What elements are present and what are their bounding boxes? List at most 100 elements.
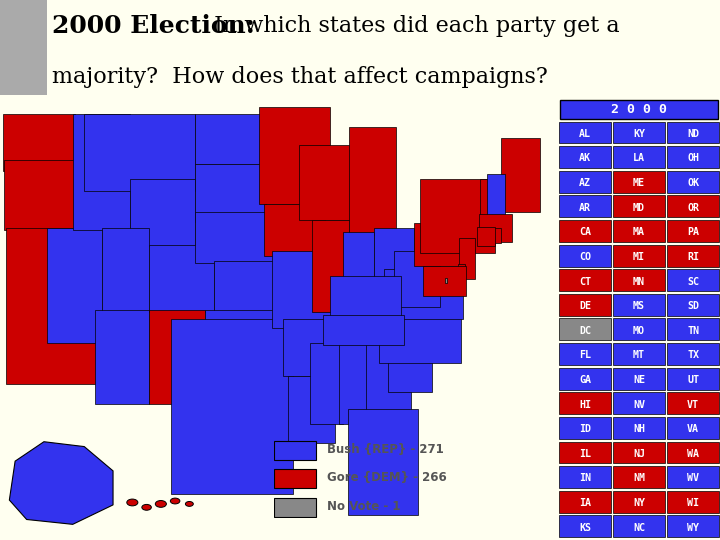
Text: CT: CT: [579, 276, 591, 287]
Bar: [613, 319, 665, 340]
Bar: [73, 113, 130, 230]
Text: RI: RI: [687, 252, 699, 262]
Bar: [195, 212, 276, 263]
Bar: [47, 228, 102, 343]
Text: NE: NE: [633, 375, 645, 385]
Text: AL: AL: [579, 129, 591, 139]
Bar: [613, 294, 665, 316]
Bar: [613, 245, 665, 267]
Text: VT: VT: [687, 400, 699, 410]
Bar: [559, 269, 611, 291]
Text: NJ: NJ: [633, 449, 645, 459]
Bar: [667, 466, 719, 488]
Bar: [559, 491, 611, 512]
Bar: [667, 442, 719, 463]
Circle shape: [156, 501, 166, 508]
Bar: [0, 0, 47, 94]
Bar: [613, 195, 665, 217]
Bar: [613, 392, 665, 414]
Text: KY: KY: [633, 129, 645, 139]
Bar: [559, 195, 611, 217]
Bar: [204, 310, 284, 366]
Text: SD: SD: [687, 301, 699, 311]
Bar: [559, 245, 611, 267]
Bar: [348, 409, 418, 515]
Bar: [274, 469, 316, 488]
Bar: [667, 171, 719, 193]
Text: No Vote - 1: No Vote - 1: [327, 500, 400, 513]
Bar: [323, 315, 404, 345]
Bar: [613, 491, 665, 512]
Circle shape: [185, 502, 193, 507]
Bar: [494, 228, 501, 243]
Text: NM: NM: [633, 474, 645, 483]
Text: DC: DC: [579, 326, 591, 336]
Bar: [459, 238, 475, 279]
Bar: [667, 319, 719, 340]
Bar: [420, 179, 495, 253]
Bar: [559, 220, 611, 242]
Text: CO: CO: [579, 252, 591, 262]
Bar: [95, 310, 149, 404]
Text: 2000 Election:: 2000 Election:: [52, 15, 255, 38]
Bar: [559, 122, 611, 144]
Bar: [195, 113, 265, 165]
Bar: [667, 417, 719, 439]
Bar: [559, 417, 611, 439]
Text: MN: MN: [633, 276, 645, 287]
Bar: [613, 466, 665, 488]
Text: MS: MS: [633, 301, 645, 311]
Bar: [559, 146, 611, 168]
Bar: [343, 232, 374, 299]
Polygon shape: [9, 442, 113, 524]
Bar: [312, 220, 348, 312]
Text: MO: MO: [633, 326, 645, 336]
Text: OH: OH: [687, 153, 699, 164]
Bar: [613, 122, 665, 144]
Text: AK: AK: [579, 153, 591, 164]
Text: MD: MD: [633, 202, 645, 213]
Bar: [379, 317, 462, 363]
Bar: [274, 441, 316, 460]
Bar: [283, 319, 329, 376]
Bar: [613, 417, 665, 439]
Text: ME: ME: [633, 178, 645, 188]
Text: UT: UT: [687, 375, 699, 385]
Bar: [667, 195, 719, 217]
Bar: [559, 392, 611, 414]
Bar: [613, 146, 665, 168]
Bar: [480, 179, 498, 217]
Bar: [271, 251, 334, 328]
Bar: [3, 113, 76, 171]
Bar: [667, 515, 719, 537]
Bar: [559, 319, 611, 340]
Text: NY: NY: [633, 498, 645, 508]
Text: OR: OR: [687, 202, 699, 213]
Bar: [84, 113, 195, 191]
Text: CA: CA: [579, 227, 591, 237]
Bar: [559, 343, 611, 365]
Bar: [559, 171, 611, 193]
Bar: [330, 276, 401, 319]
Text: VA: VA: [687, 424, 699, 434]
Bar: [102, 228, 149, 312]
Text: NV: NV: [633, 400, 645, 410]
Text: IN: IN: [579, 474, 591, 483]
Text: KS: KS: [579, 523, 591, 532]
Bar: [667, 220, 719, 242]
Circle shape: [127, 499, 138, 506]
Text: AR: AR: [579, 202, 591, 213]
Bar: [366, 343, 411, 420]
Bar: [559, 466, 611, 488]
Text: SC: SC: [687, 276, 699, 287]
Text: 2 0 0 0: 2 0 0 0: [611, 103, 667, 116]
Text: AZ: AZ: [579, 178, 591, 188]
Bar: [667, 122, 719, 144]
Bar: [171, 319, 293, 494]
Text: ID: ID: [579, 424, 591, 434]
Bar: [667, 146, 719, 168]
Bar: [195, 165, 266, 222]
Bar: [374, 228, 414, 287]
Bar: [613, 515, 665, 537]
Bar: [274, 498, 316, 517]
